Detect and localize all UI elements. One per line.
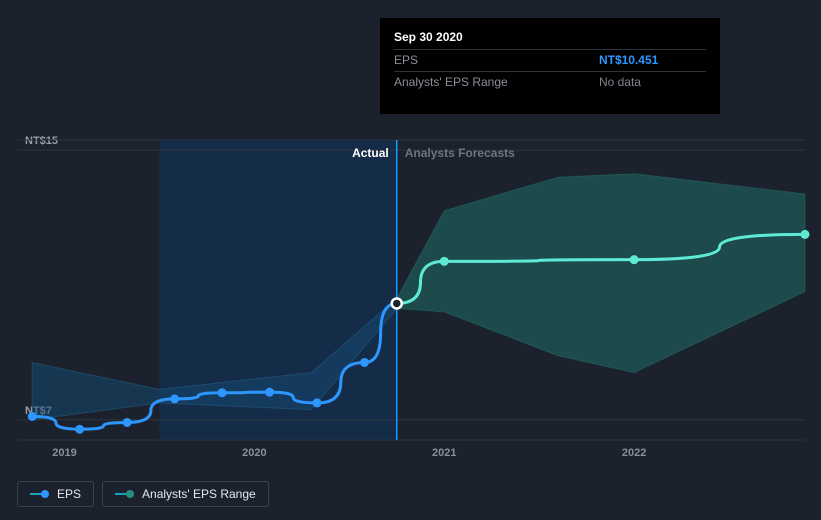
svg-text:2021: 2021 [432, 447, 456, 459]
section-label-actual: Actual [337, 146, 389, 160]
chart-tooltip: Sep 30 2020 EPS NT$10.451 Analysts' EPS … [380, 18, 720, 114]
chart-legend: EPS Analysts' EPS Range [17, 481, 269, 507]
svg-text:2022: 2022 [622, 447, 646, 459]
tooltip-row-label: Analysts' EPS Range [394, 72, 599, 94]
legend-item-eps[interactable]: EPS [17, 481, 94, 507]
legend-item-range[interactable]: Analysts' EPS Range [102, 481, 269, 507]
section-label-forecast: Analysts Forecasts [405, 146, 515, 160]
legend-swatch [30, 490, 49, 498]
svg-text:2020: 2020 [242, 447, 266, 459]
legend-label: EPS [57, 487, 81, 501]
tooltip-row-value: NT$10.451 [599, 50, 706, 72]
svg-text:2019: 2019 [52, 447, 76, 459]
legend-swatch [115, 490, 134, 498]
eps-chart: NT$7NT$152019202020212022 Sep 30 2020 EP… [0, 0, 821, 520]
tooltip-row-label: EPS [394, 50, 599, 72]
svg-text:NT$15: NT$15 [25, 135, 58, 147]
tooltip-date: Sep 30 2020 [394, 28, 706, 47]
legend-label: Analysts' EPS Range [142, 487, 256, 501]
tooltip-row-value: No data [599, 72, 706, 94]
